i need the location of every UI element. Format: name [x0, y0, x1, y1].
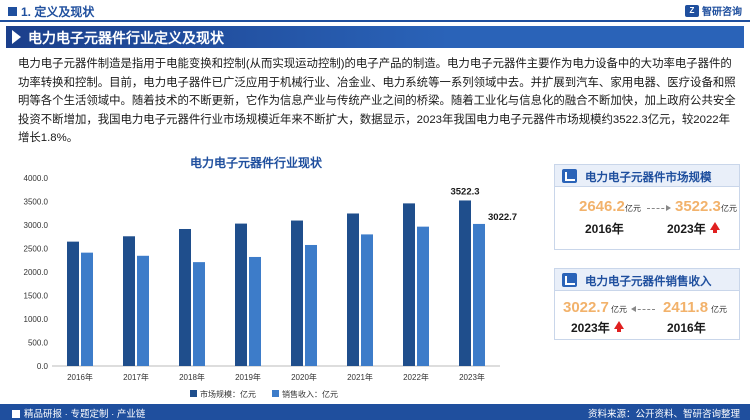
section-title: 1. 定义及现状 [8, 3, 94, 20]
bar-revenue [361, 234, 373, 366]
panel-title: 电力电子元器件市场规模 [585, 172, 712, 184]
panel-title: 电力电子元器件销售收入 [585, 276, 712, 288]
bar-revenue [249, 256, 261, 366]
x-tick-label: 2017年 [123, 372, 149, 382]
bar-market [179, 228, 191, 366]
bar-market [291, 220, 303, 366]
data-label: 3022.7 [488, 212, 517, 223]
market-2023-value: 3522.3 [675, 198, 721, 215]
x-tick-label: 2016年 [67, 372, 93, 382]
legend-label: 市场规模：亿元 [200, 389, 256, 399]
square-icon [12, 410, 20, 418]
bar-revenue [193, 262, 205, 366]
banner-title: 电力电子元器件行业定义及现状 [28, 30, 224, 46]
revenue-2023-year: 2023年 [571, 321, 610, 335]
y-tick-label: 3500.0 [24, 198, 49, 207]
chart-title: 电力电子元器件行业现状 [190, 156, 323, 170]
y-tick-label: 0.0 [37, 362, 49, 371]
panel-header: 电力电子元器件市场规模 [555, 165, 739, 187]
bar-market [235, 223, 247, 366]
bar-revenue [81, 252, 93, 366]
x-tick-label: 2023年 [459, 372, 485, 382]
play-arrow-icon [12, 30, 21, 44]
bar-market [347, 213, 359, 366]
bar-chart-icon [562, 273, 577, 287]
bar-market [123, 236, 135, 366]
y-tick-label: 2000.0 [24, 268, 49, 277]
market-2016-unit: 亿元 [625, 204, 641, 213]
market-2016-year: 2016年 [585, 222, 624, 236]
bar-revenue [137, 255, 149, 366]
y-tick-label: 500.0 [28, 339, 49, 348]
bar-chart-icon [562, 169, 577, 183]
revenue-2023-unit: 亿元 [611, 305, 627, 314]
y-tick-label: 2500.0 [24, 245, 49, 254]
revenue-2016-year: 2016年 [667, 321, 706, 335]
header-divider [0, 20, 750, 22]
x-tick-label: 2020年 [291, 372, 317, 382]
y-tick-label: 4000.0 [24, 174, 49, 183]
x-tick-label: 2022年 [403, 372, 429, 382]
bar-market [403, 203, 415, 366]
x-tick-label: 2019年 [235, 372, 261, 382]
bar-revenue [473, 223, 485, 366]
bar-revenue [417, 226, 429, 366]
revenue-2023-value: 3022.7 [563, 299, 609, 316]
revenue-2016-value: 2411.8 [663, 299, 709, 316]
up-arrow-icon [710, 222, 720, 233]
market-2023-year: 2023年 [667, 222, 706, 236]
legend-swatch [190, 390, 197, 397]
y-tick-label: 3000.0 [24, 221, 49, 230]
x-tick-label: 2021年 [347, 372, 373, 382]
legend-swatch [272, 390, 279, 397]
revenue-2016-unit: 亿元 [711, 305, 727, 314]
section-banner: 电力电子元器件行业定义及现状 [6, 26, 744, 48]
bar-chart: 0.0 500.0 1000.0 1500.0 2000.0 2500.0 3000.0 35… [24, 174, 518, 399]
trend-arrow-icon [647, 205, 671, 211]
bar-revenue [305, 244, 317, 366]
market-size-panel: 电力电子元器件市场规模 2646.2 亿元 2016年 3522.3 亿元 20… [554, 164, 740, 250]
logo-icon: Z [685, 4, 699, 17]
y-tick-label: 1000.0 [24, 315, 49, 324]
up-arrow-icon [614, 321, 624, 332]
footer-bar: 精品研报 · 专题定制 · 产业链 资料来源：公开资料、智研咨询整理 [0, 404, 750, 420]
sales-revenue-panel: 电力电子元器件销售收入 3022.7 亿元 2023年 2411.8 亿元 20… [554, 268, 740, 340]
footer-left: 精品研报 · 专题定制 · 产业链 [12, 406, 145, 420]
bar-market [67, 241, 79, 366]
panel-header: 电力电子元器件销售收入 [555, 269, 739, 291]
top-header: 1. 定义及现状 Z 智研咨询 [0, 0, 750, 22]
bar-market [459, 200, 471, 366]
x-tick-label: 2018年 [179, 372, 205, 382]
market-2016-value: 2646.2 [579, 198, 625, 215]
description-paragraph: 电力电子元器件制造是指用于电能变换和控制(从而实现运动控制)的电子产品的制造。电… [18, 58, 736, 144]
brand-logo: Z 智研咨询 [685, 3, 742, 18]
market-2023-unit: 亿元 [721, 204, 737, 213]
y-tick-label: 1500.0 [24, 292, 49, 301]
legend-label: 销售收入：亿元 [282, 389, 338, 399]
data-label: 3522.3 [450, 186, 479, 197]
trend-arrow-icon [631, 306, 655, 312]
footer-source: 资料来源：公开资料、智研咨询整理 [587, 409, 740, 420]
